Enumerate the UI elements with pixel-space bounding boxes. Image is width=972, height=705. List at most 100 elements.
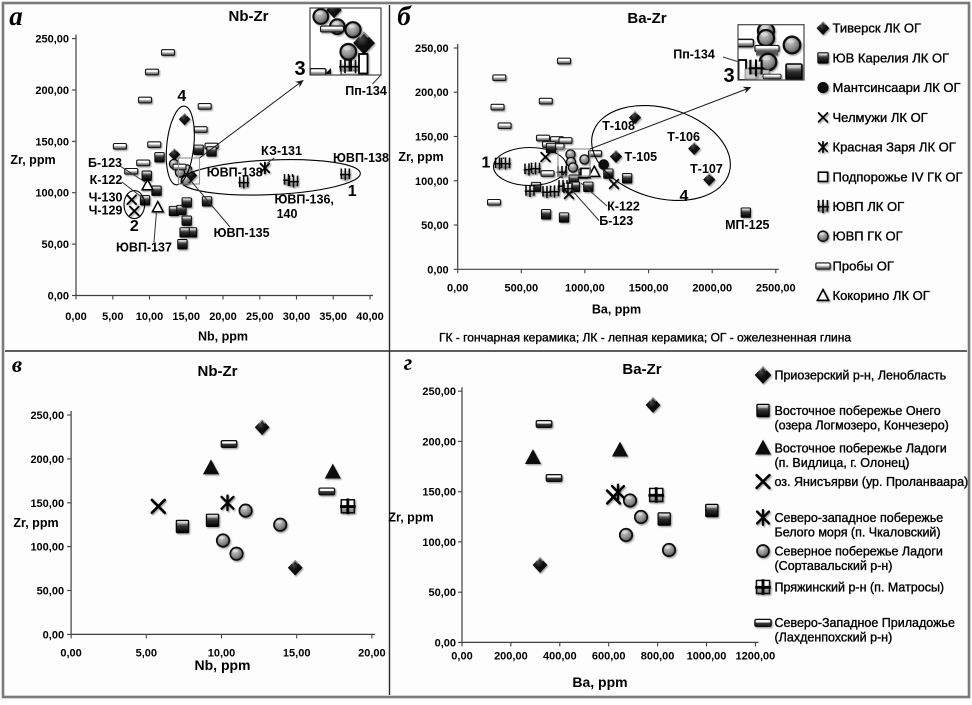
- svg-text:1000,00: 1000,00: [687, 651, 727, 663]
- svg-text:Т-108: Т-108: [602, 119, 635, 133]
- svg-text:Пп-134: Пп-134: [345, 84, 387, 98]
- svg-text:Приозерский р-н, Ленобласть: Приозерский р-н, Ленобласть: [775, 368, 947, 382]
- svg-text:МП-125: МП-125: [725, 218, 769, 232]
- svg-text:Ba, ppm: Ba, ppm: [572, 674, 627, 690]
- svg-text:800,00: 800,00: [641, 651, 675, 663]
- svg-text:(п. Видлица, г. Олонец): (п. Видлица, г. Олонец): [775, 456, 910, 470]
- svg-text:Zr, ppm: Zr, ppm: [13, 516, 58, 530]
- svg-text:ЮВ Карелия ЛК ОГ: ЮВ Карелия ЛК ОГ: [833, 50, 950, 65]
- svg-text:20,00: 20,00: [209, 311, 237, 323]
- svg-text:ЮВП-138: ЮВП-138: [207, 166, 263, 180]
- svg-text:0,00: 0,00: [435, 637, 456, 649]
- svg-text:250,00: 250,00: [30, 410, 64, 422]
- svg-text:3: 3: [723, 65, 734, 87]
- svg-text:Б-123: Б-123: [599, 214, 633, 228]
- svg-text:15,00: 15,00: [172, 311, 200, 323]
- svg-text:б: б: [397, 1, 412, 31]
- svg-text:150,00: 150,00: [30, 498, 64, 510]
- svg-text:Северо-Западное Приладожье: Северо-Западное Приладожье: [775, 616, 955, 630]
- svg-text:ЮВП-137: ЮВП-137: [116, 241, 172, 255]
- svg-text:200,00: 200,00: [415, 87, 449, 99]
- svg-text:(озера Логмозеро, Кончезеро): (озера Логмозеро, Кончезеро): [775, 418, 949, 432]
- svg-text:30,00: 30,00: [283, 311, 311, 323]
- svg-text:140: 140: [277, 207, 298, 221]
- svg-text:50,00: 50,00: [41, 239, 69, 251]
- svg-text:250,00: 250,00: [422, 386, 456, 398]
- svg-text:К-122: К-122: [607, 200, 640, 214]
- svg-text:15,00: 15,00: [283, 648, 311, 660]
- svg-text:Zr, ppm: Zr, ppm: [388, 511, 433, 525]
- svg-text:Zr, ppm: Zr, ppm: [398, 150, 443, 164]
- svg-text:5,00: 5,00: [102, 311, 123, 323]
- svg-text:0,00: 0,00: [65, 311, 86, 323]
- svg-text:4: 4: [680, 188, 689, 205]
- svg-text:150,00: 150,00: [35, 136, 69, 148]
- svg-text:Пряжинский р-н (п. Матросы): Пряжинский р-н (п. Матросы): [775, 580, 945, 594]
- svg-text:Тиверск ЛК ОГ: Тиверск ЛК ОГ: [833, 21, 922, 36]
- svg-text:Подпорожье IV ГК ОГ: Подпорожье IV ГК ОГ: [833, 169, 963, 184]
- svg-text:Кокорино ЛК ОГ: Кокорино ЛК ОГ: [833, 288, 930, 303]
- svg-text:150,00: 150,00: [422, 487, 456, 499]
- svg-text:Т-106: Т-106: [667, 130, 700, 144]
- svg-text:оз. Янисъярви (ур. Проланваара: оз. Янисъярви (ур. Проланваара): [775, 475, 969, 489]
- svg-text:0,00: 0,00: [447, 283, 468, 295]
- svg-text:50,00: 50,00: [421, 220, 449, 232]
- svg-text:ЮВП-135: ЮВП-135: [214, 226, 270, 240]
- svg-text:150,00: 150,00: [415, 132, 449, 144]
- svg-text:ГК - гончарная керамика; ЛК -: ГК - гончарная керамика; ЛК - лепная кер…: [439, 331, 851, 345]
- svg-text:Пробы ОГ: Пробы ОГ: [833, 259, 894, 274]
- svg-text:Северо-западное побережье: Северо-западное побережье: [775, 511, 944, 525]
- svg-text:Nb, ppm: Nb, ppm: [195, 657, 251, 673]
- svg-text:(Лахденпохский р-н): (Лахденпохский р-н): [775, 631, 893, 645]
- svg-text:200,00: 200,00: [494, 651, 528, 663]
- svg-text:Zr, ppm: Zr, ppm: [10, 153, 55, 167]
- svg-text:0,00: 0,00: [48, 291, 69, 303]
- svg-text:Северное побережье Ладоги: Северное побережье Ладоги: [775, 544, 943, 558]
- svg-text:Т-107: Т-107: [690, 162, 723, 176]
- svg-text:20,00: 20,00: [358, 648, 386, 660]
- svg-text:2: 2: [130, 218, 139, 235]
- svg-text:(Сортавальский р-н): (Сортавальский р-н): [775, 559, 893, 573]
- svg-text:250,00: 250,00: [35, 34, 69, 46]
- svg-text:К-122: К-122: [90, 173, 123, 187]
- svg-text:Ba, ppm: Ba, ppm: [592, 303, 641, 317]
- svg-text:100,00: 100,00: [415, 176, 449, 188]
- svg-text:3: 3: [294, 58, 305, 80]
- svg-text:Ч-130: Ч-130: [89, 191, 123, 205]
- svg-text:Восточное побережье Ладоги: Восточное побережье Ладоги: [775, 441, 947, 455]
- svg-text:200,00: 200,00: [422, 436, 456, 448]
- svg-text:25,00: 25,00: [246, 311, 274, 323]
- svg-text:250,00: 250,00: [415, 43, 449, 55]
- svg-text:1: 1: [348, 183, 357, 200]
- svg-text:Челмужи ЛК ОГ: Челмужи ЛК ОГ: [833, 110, 928, 125]
- svg-text:1: 1: [482, 155, 491, 172]
- svg-text:Б-123: Б-123: [88, 156, 122, 170]
- svg-text:ЮВП ЛК ОГ: ЮВП ЛК ОГ: [833, 199, 905, 214]
- svg-text:0,00: 0,00: [60, 648, 81, 660]
- svg-text:600,00: 600,00: [592, 651, 626, 663]
- svg-text:Ba-Zr: Ba-Zr: [627, 10, 666, 27]
- svg-text:50,00: 50,00: [428, 587, 456, 599]
- svg-text:400,00: 400,00: [543, 651, 577, 663]
- svg-text:35,00: 35,00: [319, 311, 347, 323]
- svg-text:в: в: [12, 352, 22, 377]
- svg-text:2500,00: 2500,00: [756, 283, 796, 295]
- svg-text:40,00: 40,00: [356, 311, 384, 323]
- svg-text:2000,00: 2000,00: [692, 283, 732, 295]
- svg-text:Nb-Zr: Nb-Zr: [198, 363, 238, 380]
- svg-text:Белого моря (п. Чкаловский): Белого моря (п. Чкаловский): [775, 525, 941, 539]
- svg-text:100,00: 100,00: [30, 542, 64, 554]
- svg-text:а: а: [9, 1, 23, 31]
- svg-text:г: г: [404, 350, 413, 375]
- svg-text:100,00: 100,00: [35, 188, 69, 200]
- svg-text:0,00: 0,00: [43, 629, 64, 641]
- svg-text:Мантсинсаари ЛК ОГ: Мантсинсаари ЛК ОГ: [833, 80, 961, 95]
- svg-text:Красная Заря ЛК ОГ: Красная Заря ЛК ОГ: [833, 140, 956, 155]
- svg-text:1500,00: 1500,00: [629, 283, 669, 295]
- svg-text:ЮВП-136,: ЮВП-136,: [274, 193, 333, 207]
- svg-text:Пп-134: Пп-134: [673, 48, 715, 62]
- svg-text:КЗ-131: КЗ-131: [261, 144, 302, 158]
- svg-text:5,00: 5,00: [136, 648, 157, 660]
- svg-text:ЮВП ГК ОГ: ЮВП ГК ОГ: [833, 229, 903, 244]
- svg-text:200,00: 200,00: [30, 454, 64, 466]
